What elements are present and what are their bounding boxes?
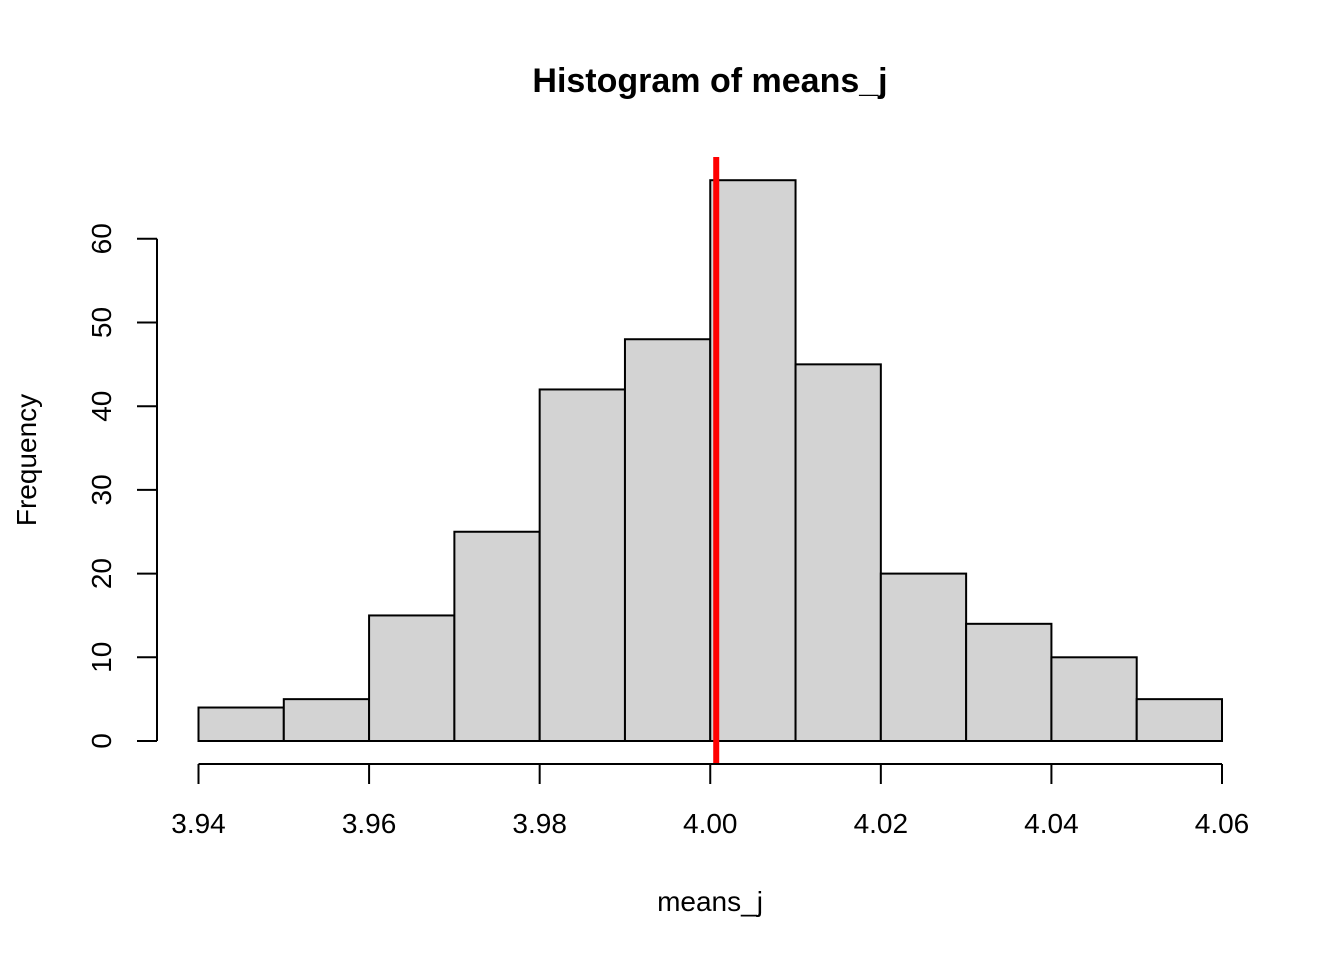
y-tick-label: 0 [86,733,117,749]
histogram-bar [1135,698,1224,743]
x-tick-label: 4.04 [1024,808,1079,839]
y-tick-label: 30 [86,474,117,505]
y-axis: 0 10 20 30 40 50 60 [86,223,158,749]
y-tick-label: 40 [86,391,117,422]
histogram-bar [794,363,882,742]
bars-group [197,179,1224,743]
x-tick-label: 4.02 [854,808,909,839]
histogram-bar [709,179,797,742]
histogram-bar [197,706,285,743]
x-tick-label: 3.96 [342,808,397,839]
histogram-bar [368,614,456,743]
histogram-bar [1050,656,1138,742]
y-axis-label: Frequency [11,394,42,526]
x-axis: 3.94 3.96 3.98 4.00 4.02 4.04 4.06 [171,763,1250,839]
histogram-bar [538,388,626,742]
histogram-bar [879,572,968,742]
x-axis-label: means_j [657,886,763,917]
x-tick-label: 3.98 [512,808,567,839]
histogram-bar [453,530,541,742]
y-tick-label: 50 [86,307,117,338]
histogram-bar [965,622,1053,743]
y-tick-label: 20 [86,558,117,589]
histogram-bar [282,698,371,743]
y-tick-label: 10 [86,642,117,673]
x-tick-label: 3.94 [171,808,226,839]
x-tick-label: 4.06 [1195,808,1250,839]
histogram-bar [623,338,712,742]
y-tick-label: 60 [86,223,117,254]
x-tick-label: 4.00 [683,808,738,839]
chart-title: Histogram of means_j [532,62,887,100]
